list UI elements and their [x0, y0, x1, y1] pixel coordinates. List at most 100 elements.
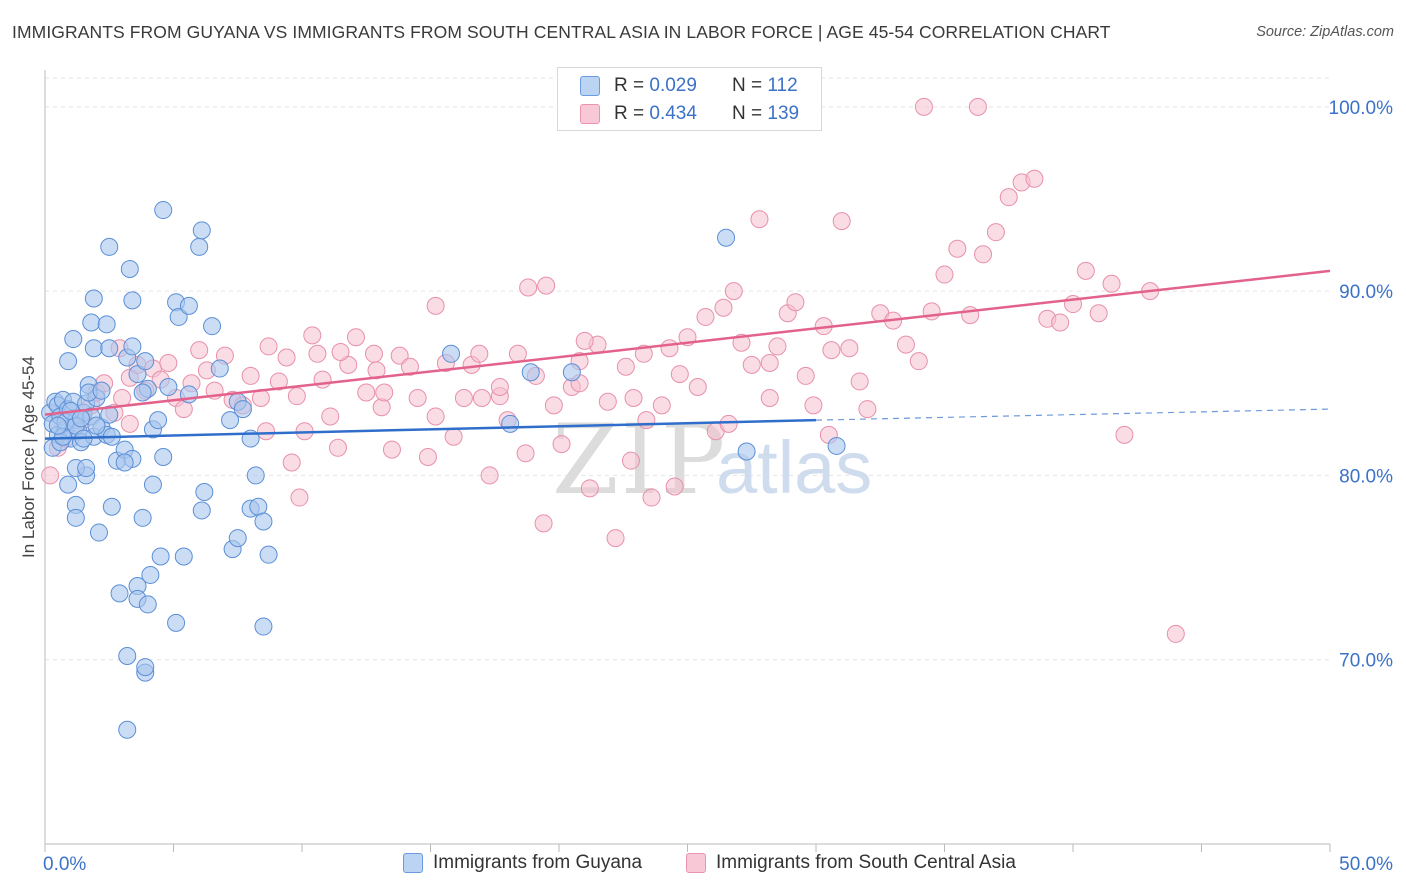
data-point-south-central-asia: [426, 407, 445, 426]
data-point-guyana: [97, 315, 116, 334]
data-point-guyana: [87, 416, 106, 435]
x-tick-label: 50.0%: [1339, 854, 1393, 875]
data-point-south-central-asia: [724, 282, 743, 301]
data-point-south-central-asia: [768, 337, 787, 356]
data-point-guyana: [133, 383, 152, 402]
data-point-south-central-asia: [190, 341, 209, 360]
data-point-south-central-asia: [999, 188, 1018, 207]
data-point-guyana: [717, 228, 736, 247]
data-point-guyana: [174, 547, 193, 566]
data-point-guyana: [100, 405, 119, 424]
data-point-south-central-asia: [472, 389, 491, 408]
data-point-south-central-asia: [598, 392, 617, 411]
stats-swatch-guyana: [580, 76, 600, 96]
data-point-guyana: [159, 377, 178, 396]
data-point-south-central-asia: [719, 414, 738, 433]
data-point-south-central-asia: [259, 337, 278, 356]
data-point-guyana: [115, 453, 134, 472]
data-point-south-central-asia: [732, 333, 751, 352]
data-point-south-central-asia: [760, 389, 779, 408]
data-point-south-central-asia: [290, 488, 309, 507]
data-point-guyana: [501, 414, 520, 433]
data-point-guyana: [138, 595, 157, 614]
data-point-south-central-asia: [796, 366, 815, 385]
data-point-south-central-asia: [257, 422, 276, 441]
gridlines: [45, 77, 1330, 661]
data-point-south-central-asia: [426, 296, 445, 315]
data-point-south-central-asia: [313, 370, 332, 389]
data-point-south-central-asia: [840, 339, 859, 358]
data-point-south-central-asia: [670, 365, 689, 384]
data-point-south-central-asia: [282, 453, 301, 472]
legend-item-guyana[interactable]: Immigrants from Guyana: [403, 852, 642, 874]
data-point-guyana: [154, 448, 173, 466]
trendline-south-central-asia: [44, 269, 1331, 416]
data-point-guyana: [228, 529, 247, 548]
axes: [44, 70, 1331, 852]
data-point-south-central-asia: [948, 239, 967, 258]
data-point-guyana: [195, 483, 214, 502]
data-point-south-central-asia: [624, 389, 643, 408]
data-point-south-central-asia: [1102, 274, 1121, 293]
data-point-guyana: [84, 289, 103, 308]
data-point-guyana: [89, 523, 108, 542]
data-point-south-central-asia: [1076, 261, 1095, 280]
data-point-guyana: [149, 411, 168, 430]
data-point-south-central-asia: [454, 389, 473, 408]
data-point-south-central-asia: [552, 435, 571, 454]
data-point-south-central-asia: [321, 407, 340, 426]
stats-r-guyana: R = 0.029: [614, 75, 697, 96]
data-point-south-central-asia: [606, 529, 625, 548]
data-point-south-central-asia: [760, 354, 779, 373]
data-point-south-central-asia: [408, 389, 427, 408]
data-point-south-central-asia: [375, 383, 394, 402]
data-point-south-central-asia: [580, 479, 599, 498]
data-point-south-central-asia: [696, 307, 715, 326]
data-point-south-central-asia: [642, 488, 661, 507]
series-legend: Immigrants from Guyana Immigrants from S…: [0, 852, 1406, 880]
stats-n-south-central-asia: N = 139: [732, 103, 800, 124]
data-point-south-central-asia: [303, 326, 322, 345]
data-point-guyana: [143, 475, 162, 494]
data-point-south-central-asia: [1115, 425, 1134, 444]
stats-legend: R = 0.029 N = 112 R = 0.434 N = 139: [557, 67, 822, 131]
data-point-guyana: [64, 330, 83, 349]
data-point-guyana: [118, 720, 137, 739]
trendlines: [44, 269, 1331, 440]
legend-item-south-central-asia[interactable]: Immigrants from South Central Asia: [686, 852, 1016, 874]
data-point-guyana: [254, 512, 273, 531]
data-point-south-central-asia: [269, 372, 288, 391]
data-point-guyana: [233, 400, 252, 419]
data-point-guyana: [210, 359, 229, 378]
data-point-guyana: [192, 501, 211, 520]
data-point-south-central-asia: [742, 355, 761, 374]
data-point-south-central-asia: [1166, 624, 1185, 643]
data-point-guyana: [102, 497, 121, 516]
data-point-south-central-asia: [241, 366, 260, 385]
data-point-south-central-asia: [909, 352, 928, 371]
data-point-guyana: [203, 317, 222, 336]
blue-points-series: [41, 201, 846, 739]
data-point-south-central-asia: [357, 383, 376, 402]
data-point-guyana: [110, 584, 129, 603]
data-point-south-central-asia: [986, 223, 1005, 242]
data-point-south-central-asia: [634, 344, 653, 363]
data-point-guyana: [562, 363, 581, 382]
data-point-south-central-asia: [804, 396, 823, 415]
data-point-guyana: [84, 339, 103, 358]
data-point-guyana: [48, 416, 67, 435]
data-point-south-central-asia: [786, 293, 805, 312]
data-point-south-central-asia: [372, 398, 391, 417]
y-tick-label: 90.0%: [1339, 282, 1393, 303]
x-tick-label: 0.0%: [43, 854, 86, 875]
data-point-guyana: [254, 617, 273, 636]
data-point-south-central-asia: [41, 466, 60, 485]
data-point-guyana: [82, 313, 101, 332]
data-point-south-central-asia: [444, 427, 463, 446]
data-point-south-central-asia: [418, 448, 437, 466]
data-point-south-central-asia: [331, 342, 350, 361]
data-point-guyana: [59, 352, 78, 371]
data-point-south-central-asia: [537, 276, 556, 295]
data-point-guyana: [827, 436, 846, 455]
data-point-guyana: [167, 613, 186, 632]
